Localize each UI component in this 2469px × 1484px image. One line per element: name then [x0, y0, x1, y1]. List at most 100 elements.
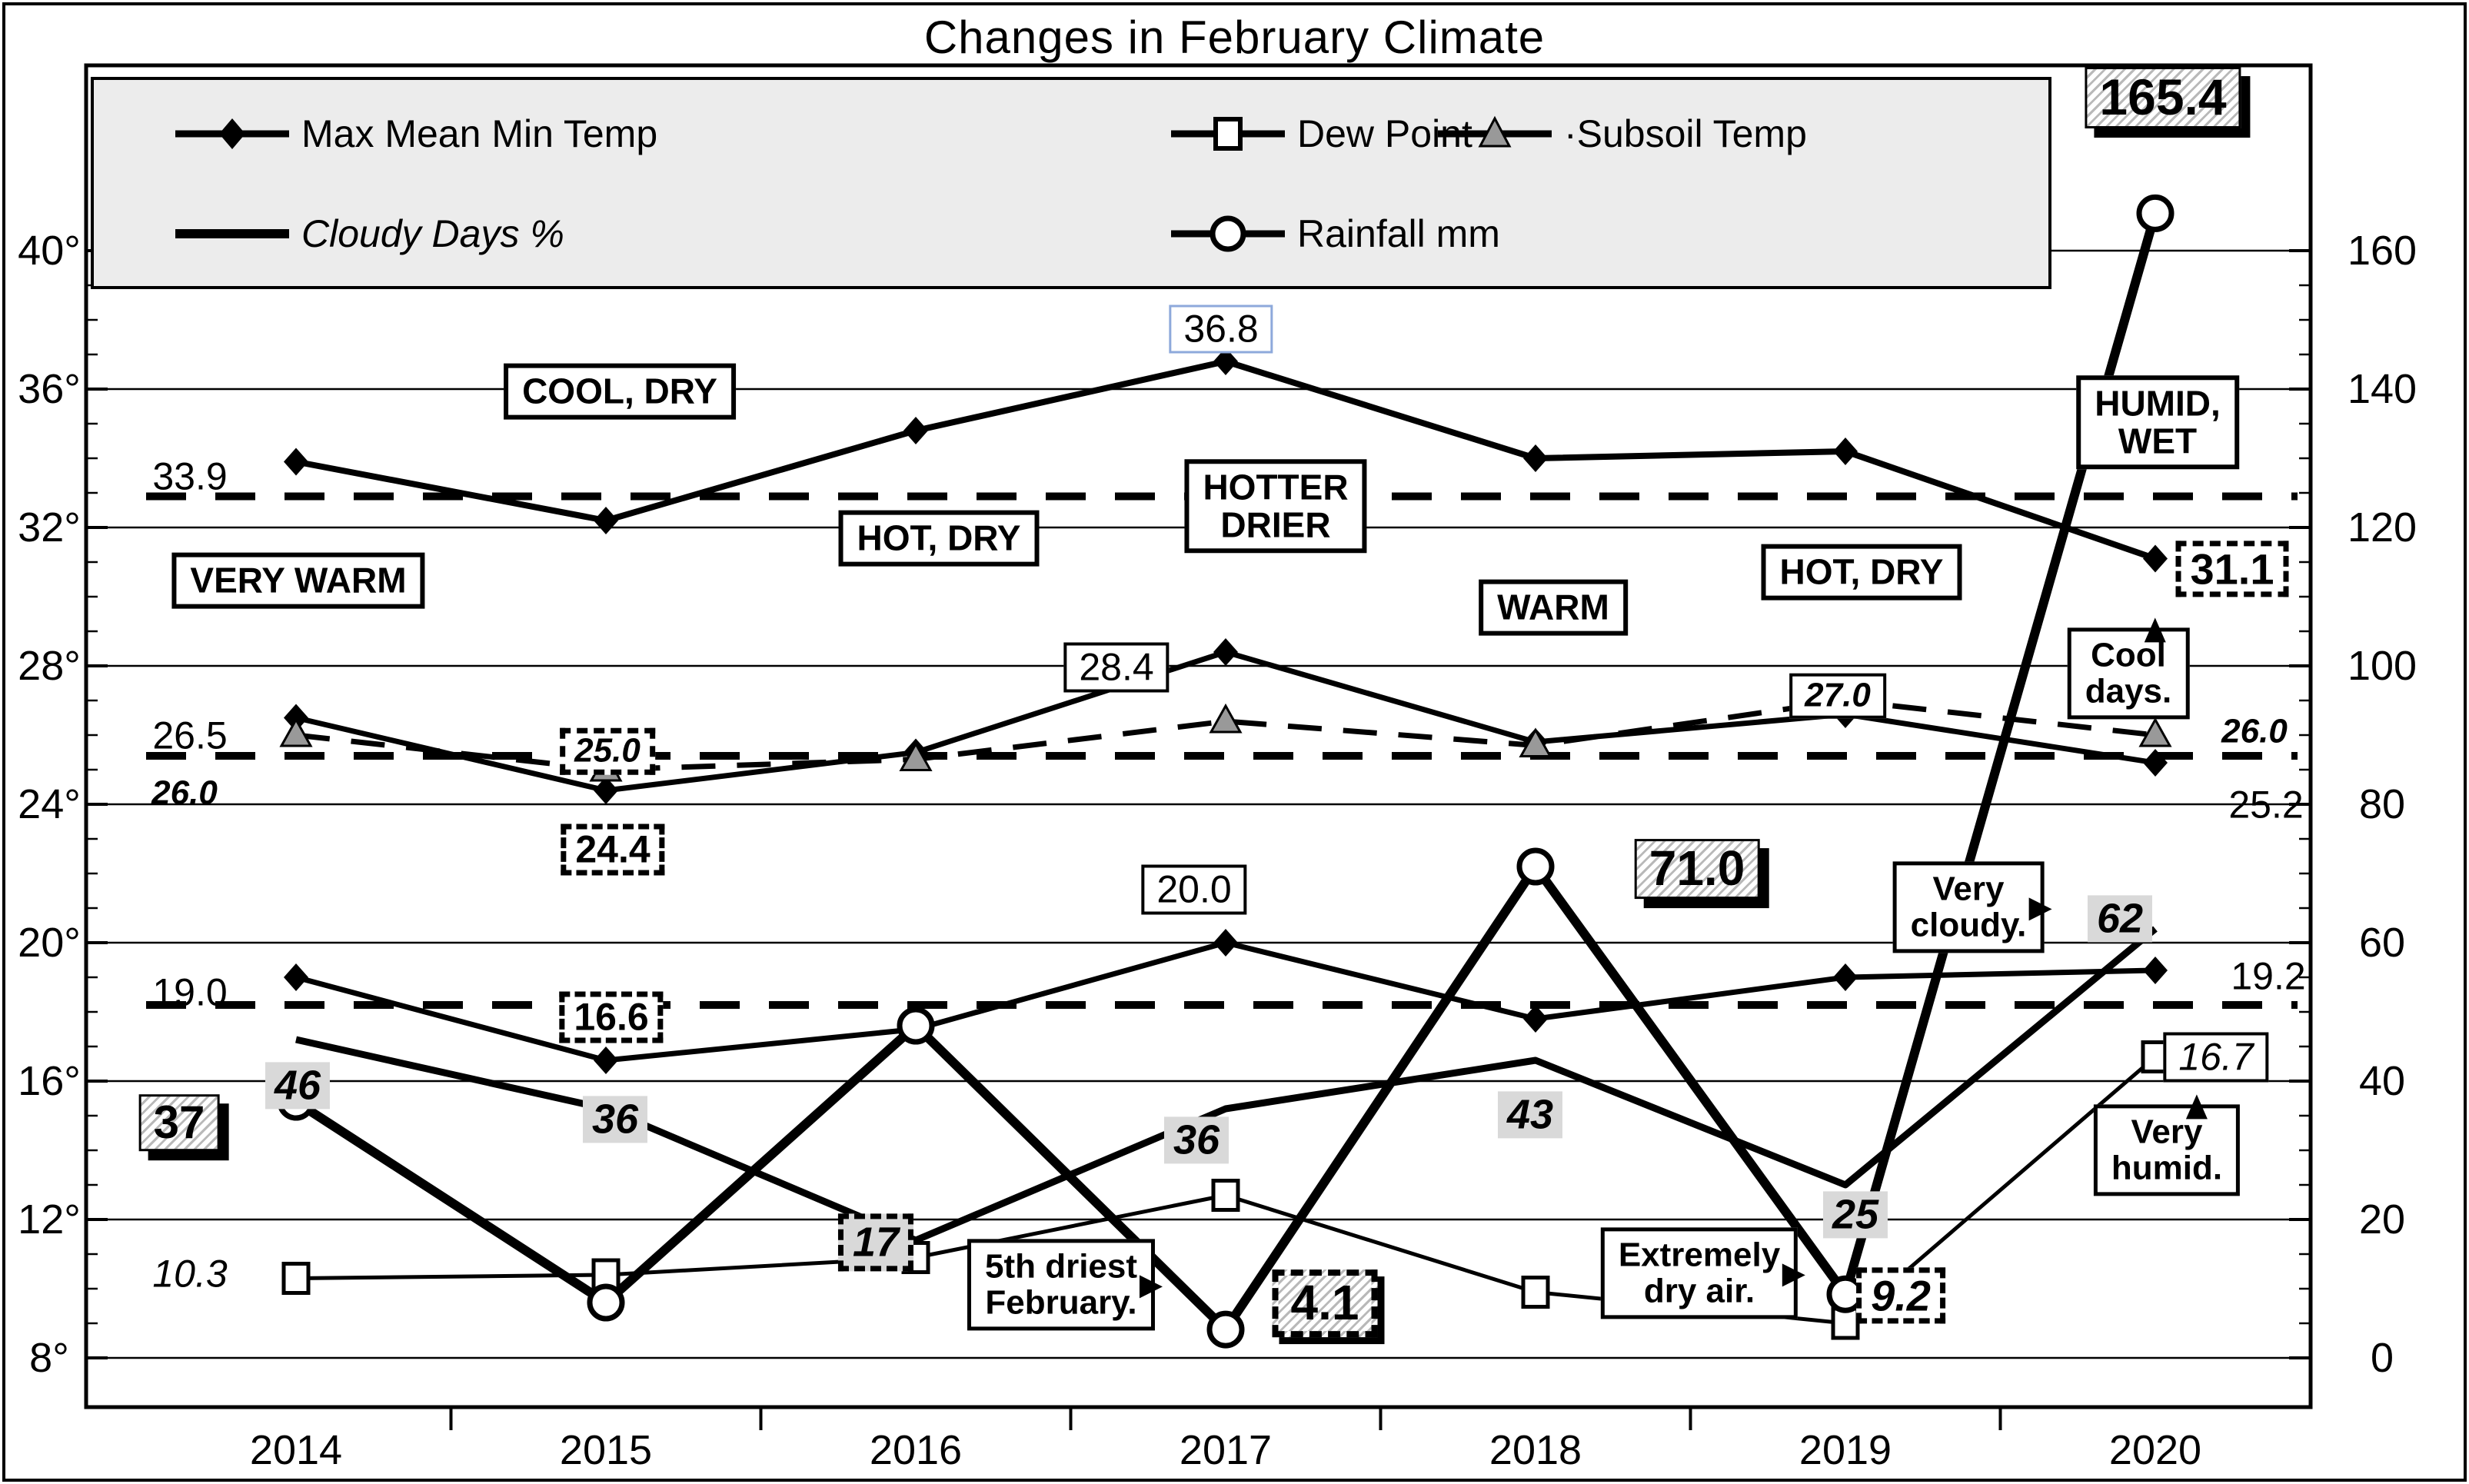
legend-square-icon	[1171, 117, 1285, 151]
left-axis-tick-label: 40°	[18, 228, 81, 274]
value-label: 33.9	[152, 454, 228, 498]
marker-dew-point	[281, 1262, 311, 1295]
marker-max-temp	[1523, 444, 1548, 472]
value-label: 36.8	[1169, 304, 1273, 354]
marker-max-temp	[903, 417, 928, 444]
marker-dew-point	[1521, 1276, 1550, 1309]
value-label: 37	[138, 1094, 220, 1151]
plot-border	[84, 63, 2313, 1409]
left-axis-tick-label: 8°	[29, 1335, 69, 1381]
left-axis-tick-label: 12°	[18, 1196, 81, 1243]
value-label: 4.1	[1272, 1269, 1378, 1337]
annotation-region-label: WARM	[1479, 579, 1628, 636]
value-label: 165.4	[2085, 67, 2241, 128]
value-label: 25.2	[2228, 783, 2304, 827]
value-label: 36	[1163, 1116, 1230, 1164]
annotation-region-label: VERY WARM	[171, 552, 425, 609]
x-axis-year-label: 2014	[249, 1427, 343, 1473]
left-axis-tick-label: 16°	[18, 1058, 81, 1104]
marker-mean-temp	[2143, 749, 2168, 777]
value-label: 43	[1497, 1091, 1563, 1139]
marker-min-temp	[2143, 957, 2168, 984]
legend-circle-icon	[1171, 215, 1285, 252]
marker-rainfall-mm	[2136, 194, 2175, 232]
marker-max-temp	[1833, 438, 1858, 465]
value-label: 20.0	[1141, 864, 1247, 915]
left-axis-tick-label: 20°	[18, 920, 81, 966]
x-axis-year-label: 2020	[2108, 1427, 2202, 1473]
legend-item-label: ·Subsoil Temp	[1564, 112, 1807, 155]
marker-rainfall-mm	[1206, 1310, 1245, 1349]
annotation-region-label: COOL, DRY	[504, 363, 736, 420]
marker-max-temp	[284, 448, 308, 476]
legend-item: Dew Point	[1166, 109, 1472, 158]
value-label: 19.2	[2231, 954, 2306, 998]
value-label: 28.4	[1063, 642, 1170, 693]
value-label: 9.2	[1856, 1267, 1945, 1324]
left-axis-tick-label: 24°	[18, 781, 81, 827]
value-label: 71.0	[1634, 839, 1760, 899]
value-label: 27.0	[1789, 673, 1886, 719]
right-axis-tick-label: 100	[2347, 643, 2417, 689]
marker-min-temp	[284, 963, 308, 991]
right-axis-tick-label: 40	[2358, 1058, 2406, 1104]
right-axis-tick-label: 0	[2370, 1335, 2394, 1381]
chart-title: Changes in February Climate	[923, 12, 1546, 63]
legend-item-label: Rainfall mm	[1297, 212, 1500, 255]
value-label: 26.5	[152, 714, 228, 757]
value-label: 62	[2087, 895, 2153, 943]
x-axis-year-label: 2019	[1799, 1427, 1892, 1473]
right-axis-tick-label: 120	[2347, 504, 2417, 551]
marker-rainfall-mm	[897, 1007, 935, 1045]
value-label: 26.0	[151, 774, 218, 812]
marker-subsoil-temp	[1519, 727, 1552, 757]
x-axis-year-label: 2015	[559, 1427, 653, 1473]
callout-bubble: Extremely dry air.	[1600, 1227, 1806, 1319]
legend-item: ·Subsoil Temp	[1433, 109, 1807, 158]
x-axis-year-label: 2018	[1489, 1427, 1582, 1473]
value-label: 17	[837, 1213, 914, 1272]
legend-item-label: Max Mean Min Temp	[301, 112, 658, 155]
value-label: 25.0	[560, 727, 655, 775]
value-label: 31.1	[2175, 541, 2289, 597]
marker-subsoil-temp	[2138, 717, 2172, 747]
chart-legend: Max Mean Min Temp Dew Point ·Subsoil Temp C…	[91, 77, 2051, 289]
right-axis-tick-label: 60	[2358, 920, 2406, 966]
left-axis-tick-label: 28°	[18, 643, 81, 689]
x-axis-year-label: 2016	[869, 1427, 963, 1473]
legend-line-icon	[175, 229, 289, 238]
legend-item: Rainfall mm	[1166, 209, 1500, 258]
marker-rainfall-mm	[1516, 847, 1555, 886]
annotation-region-label: HOT, DRY	[1761, 544, 1962, 601]
legend-item: Max Mean Min Temp	[171, 109, 657, 158]
value-label: 16.6	[559, 991, 664, 1043]
value-label: 26.0	[2221, 712, 2288, 750]
legend-item: Cloudy Days %	[171, 209, 564, 258]
marker-min-temp	[1523, 1005, 1548, 1033]
marker-max-temp	[2143, 544, 2168, 573]
legend-item-label: Cloudy Days %	[301, 212, 564, 255]
marker-max-temp	[594, 507, 618, 534]
marker-dew-point	[1211, 1179, 1240, 1212]
annotation-region-label: HOTTER DRIER	[1184, 459, 1367, 553]
right-axis-tick-label: 20	[2358, 1196, 2406, 1243]
marker-min-temp	[594, 1046, 618, 1074]
legend-diamond-icon	[175, 118, 289, 149]
right-axis-tick-label: 160	[2347, 228, 2417, 274]
value-label: 24.4	[561, 824, 665, 876]
marker-mean-temp	[594, 777, 618, 804]
marker-subsoil-temp	[1209, 703, 1243, 734]
marker-subsoil-temp	[279, 717, 313, 747]
marker-min-temp	[1213, 929, 1238, 957]
value-label: 19.0	[152, 970, 228, 1014]
value-label: 16.7	[2163, 1032, 2269, 1083]
value-label: 10.3	[152, 1252, 228, 1296]
annotation-region-label: HOT, DRY	[838, 510, 1040, 567]
callout-bubble: Very cloudy.	[1892, 861, 2052, 953]
marker-subsoil-temp	[899, 741, 933, 771]
left-axis-tick-label: 36°	[18, 366, 81, 412]
marker-mean-temp	[1213, 638, 1238, 666]
callout-bubble: Cool days.	[2067, 617, 2190, 720]
marker-min-temp	[1833, 963, 1858, 991]
